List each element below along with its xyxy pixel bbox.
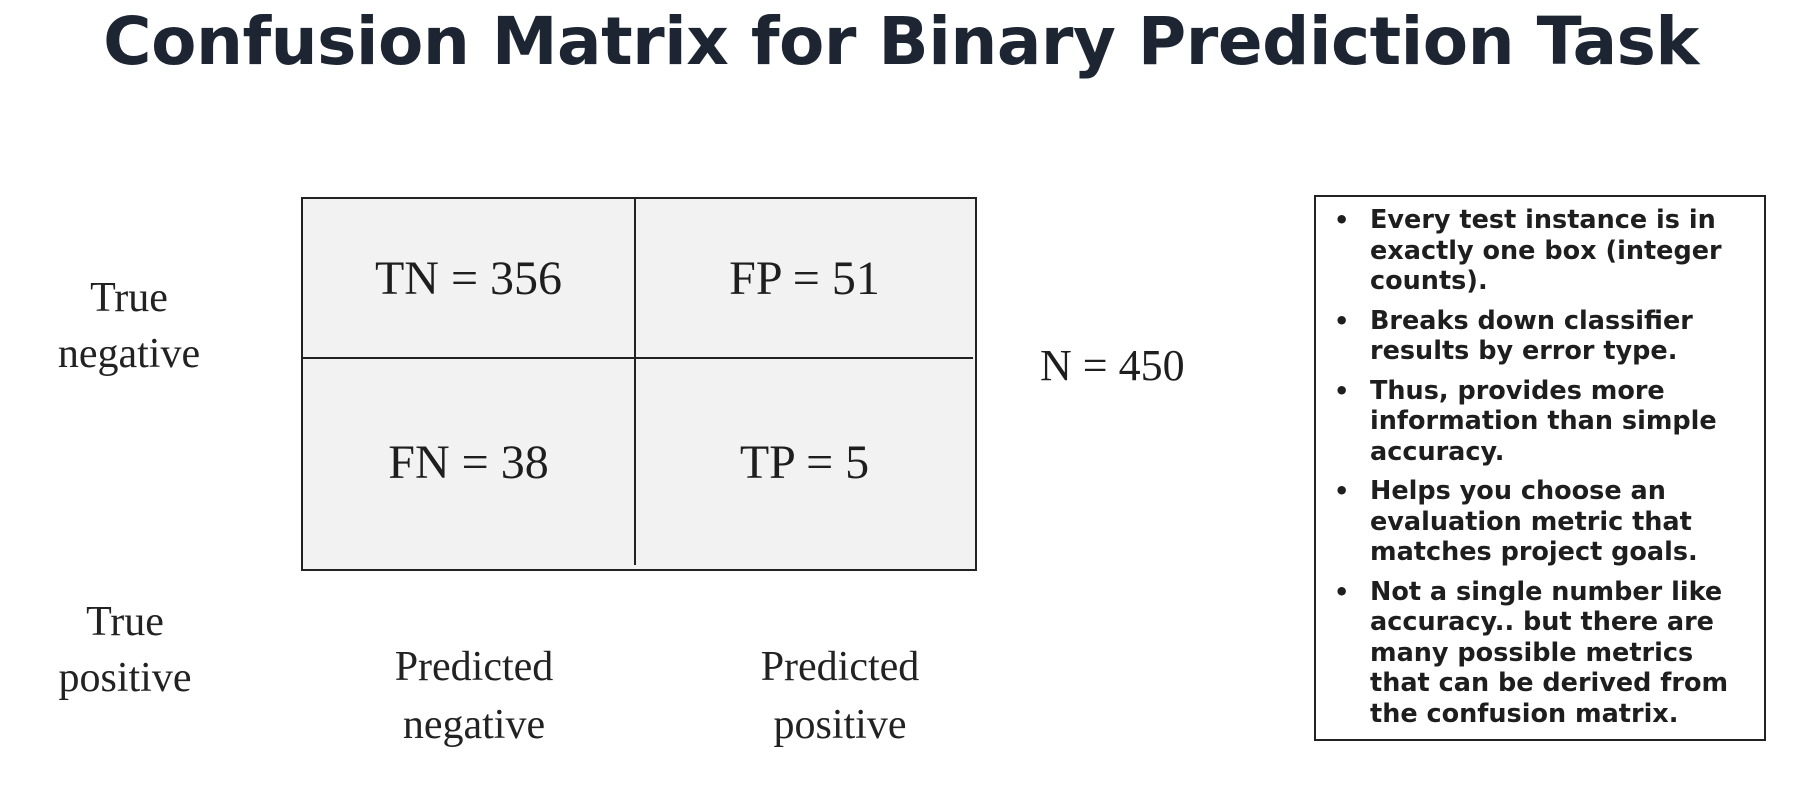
notes-box: • Every test instance is in exactly one b… (1314, 195, 1766, 741)
note-text: Helps you choose an evaluation metric th… (1370, 476, 1698, 567)
note-item: • Helps you choose an evaluation metric t… (1334, 476, 1750, 568)
note-item: • Every test instance is in exactly one b… (1334, 205, 1750, 297)
cell-true-negative: TN = 356 (303, 199, 636, 359)
bullet-icon: • (1334, 306, 1350, 335)
row-label-true-negative: True negative (24, 270, 234, 382)
column-label-line: negative (402, 702, 546, 748)
row-label-true-positive: True positive (20, 594, 230, 706)
bullet-icon: • (1334, 206, 1350, 234)
column-label-predicted-negative: Predicted negative (344, 638, 604, 754)
column-label-line: positive (773, 702, 907, 748)
bullet-icon: • (1334, 376, 1350, 405)
cell-true-positive: TP = 5 (636, 359, 973, 565)
column-label-predicted-positive: Predicted positive (710, 638, 970, 754)
note-text: Thus, provides more information than sim… (1370, 375, 1717, 467)
column-label-line: Predicted (760, 644, 920, 690)
total-count: N = 450 (1040, 341, 1185, 390)
note-text: Breaks down classifier results by error … (1370, 305, 1693, 367)
note-item: • Thus, provides more information than si… (1334, 376, 1750, 468)
note-text: Every test instance is in exactly one bo… (1370, 205, 1722, 296)
bullet-icon: • (1334, 477, 1350, 505)
cell-false-positive: FP = 51 (636, 199, 973, 359)
column-label-line: Predicted (394, 644, 554, 690)
cell-false-negative: FN = 38 (303, 359, 636, 565)
bullet-icon: • (1334, 577, 1350, 606)
confusion-matrix: TN = 356 FP = 51 FN = 38 TP = 5 (301, 197, 977, 571)
note-text: Not a single number like accuracy.. but … (1370, 576, 1729, 729)
slide-title: Confusion Matrix for Binary Prediction T… (103, 3, 1699, 80)
row-label-line: negative (57, 331, 201, 377)
note-item: • Breaks down classifier results by error… (1334, 306, 1750, 367)
notes-list: • Every test instance is in exactly one b… (1334, 205, 1750, 729)
note-item: • Not a single number like accuracy.. but… (1334, 577, 1750, 730)
row-label-line: positive (58, 655, 192, 701)
row-label-line: True (86, 599, 164, 645)
row-label-line: True (90, 275, 168, 321)
